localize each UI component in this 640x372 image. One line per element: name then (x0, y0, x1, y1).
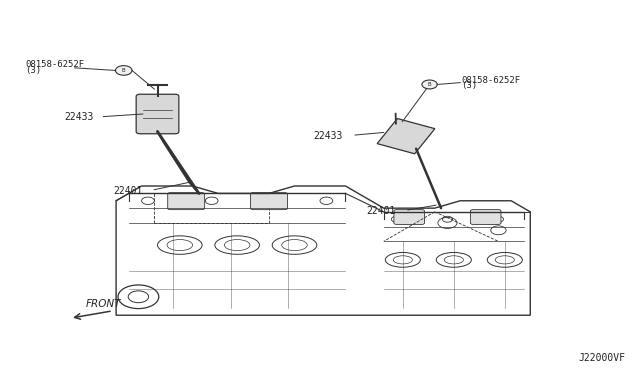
FancyBboxPatch shape (394, 210, 424, 224)
Text: 22433: 22433 (314, 131, 343, 141)
Text: B: B (428, 82, 431, 87)
Text: (3): (3) (461, 81, 477, 90)
Text: (3): (3) (26, 66, 42, 75)
Text: J22000VF: J22000VF (579, 353, 626, 363)
Circle shape (115, 65, 132, 75)
Text: FRONT: FRONT (86, 299, 121, 309)
Circle shape (422, 80, 437, 89)
Text: 08158-6252F: 08158-6252F (26, 60, 84, 70)
FancyBboxPatch shape (168, 193, 205, 210)
Text: 22401: 22401 (366, 206, 396, 216)
FancyBboxPatch shape (470, 210, 501, 224)
Text: 08158-6252F: 08158-6252F (461, 76, 520, 85)
Text: 22401: 22401 (113, 186, 142, 196)
Text: B: B (122, 68, 125, 73)
FancyBboxPatch shape (136, 94, 179, 134)
Text: 22433: 22433 (64, 112, 93, 122)
Polygon shape (377, 119, 435, 154)
FancyBboxPatch shape (250, 193, 287, 210)
